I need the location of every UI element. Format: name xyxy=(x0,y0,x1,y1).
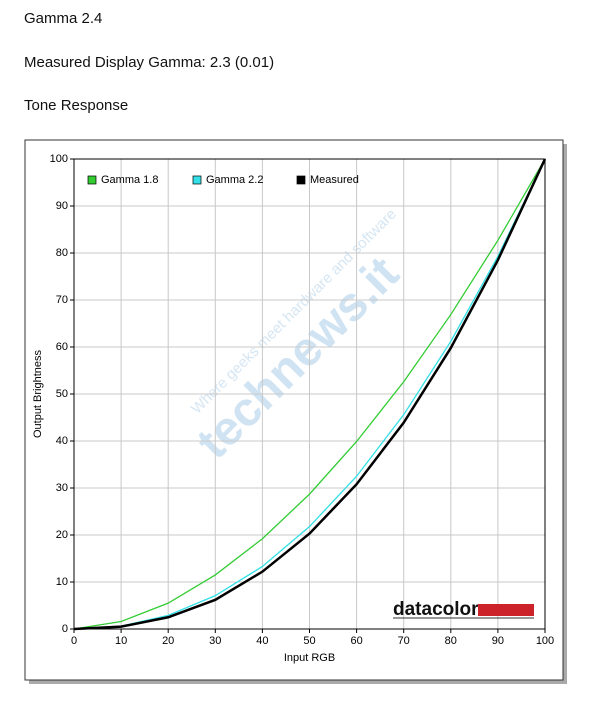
x-axis-label: Input RGB xyxy=(284,652,335,664)
series-line xyxy=(73,158,547,631)
y-tick-label: 30 xyxy=(56,482,68,494)
x-tick-label: 30 xyxy=(209,635,221,647)
x-tick-label: 10 xyxy=(115,635,127,647)
y-tick-label: 100 xyxy=(50,153,68,165)
plot-border xyxy=(73,158,546,630)
y-tick-label: 40 xyxy=(56,435,68,447)
page-title: Gamma 2.4 xyxy=(24,10,103,27)
y-tick-label: 20 xyxy=(56,529,68,541)
legend-label: Gamma 2.2 xyxy=(206,174,263,186)
series-line xyxy=(73,158,546,630)
legend-label: Gamma 1.8 xyxy=(101,174,158,186)
x-tick-label: 80 xyxy=(445,635,457,647)
x-tick-label: 20 xyxy=(162,635,174,647)
logo-text: datacolor xyxy=(393,599,479,620)
section-title: Tone Response xyxy=(24,97,129,114)
y-tick-label: 90 xyxy=(56,200,68,212)
legend-label: Measured xyxy=(310,174,359,186)
x-tick-label: 40 xyxy=(256,635,268,647)
legend-swatch xyxy=(87,175,97,185)
y-tick-label: 50 xyxy=(56,388,68,400)
frame xyxy=(24,139,564,681)
x-tick-label: 0 xyxy=(71,635,77,647)
x-tick-label: 50 xyxy=(303,635,315,647)
measured-gamma: Measured Display Gamma: 2.3 (0.01) xyxy=(24,54,275,71)
x-tick-label: 100 xyxy=(536,635,554,647)
y-tick-label: 70 xyxy=(56,294,68,306)
y-axis-label: Output Brightness xyxy=(32,349,44,438)
y-tick-label: 60 xyxy=(56,341,68,353)
y-tick-label: 80 xyxy=(56,247,68,259)
x-tick-label: 70 xyxy=(398,635,410,647)
logo-bar xyxy=(478,604,534,616)
x-tick-label: 90 xyxy=(492,635,504,647)
series-line xyxy=(73,158,546,630)
x-tick-label: 60 xyxy=(350,635,362,647)
legend-swatch xyxy=(296,175,306,185)
legend-swatch xyxy=(192,175,202,185)
y-tick-label: 0 xyxy=(62,623,68,635)
y-tick-label: 10 xyxy=(56,576,68,588)
